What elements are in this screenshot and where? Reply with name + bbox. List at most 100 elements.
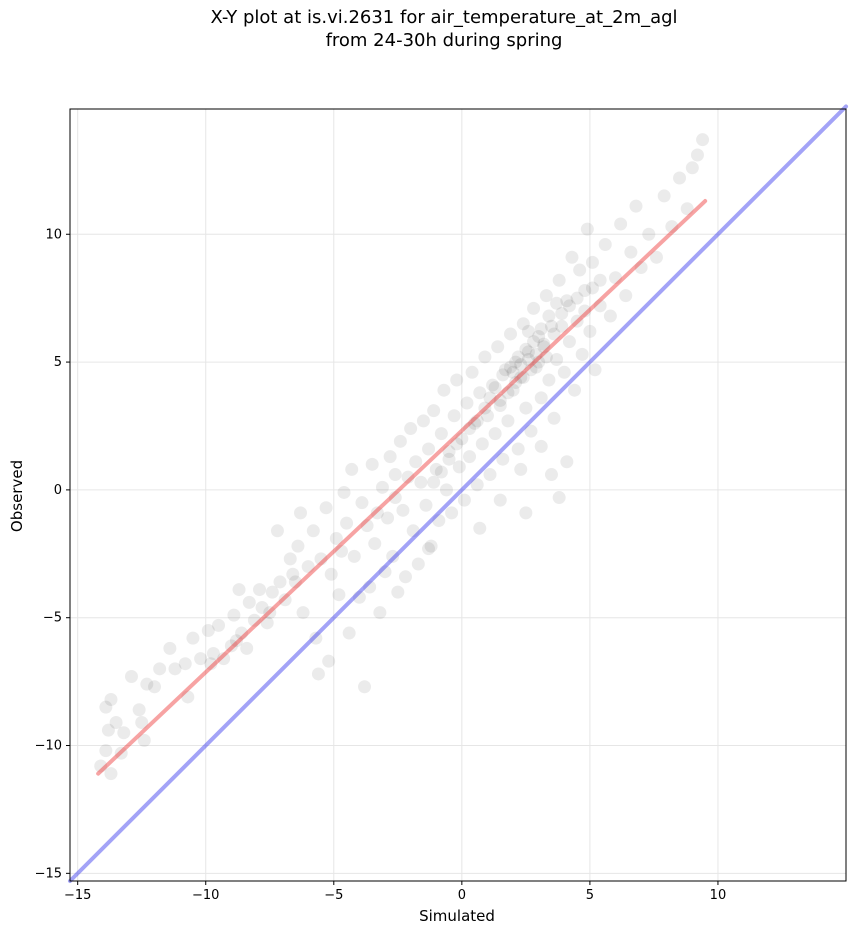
data-point xyxy=(673,171,687,185)
data-point xyxy=(550,296,564,310)
data-point xyxy=(432,514,446,528)
data-point xyxy=(273,575,287,589)
data-point xyxy=(309,631,323,645)
data-point xyxy=(486,378,500,392)
data-point xyxy=(329,531,343,545)
x-tick-label: −5 xyxy=(324,888,343,903)
y-tick-label: 0 xyxy=(54,483,62,498)
data-point xyxy=(424,539,438,553)
data-point xyxy=(439,483,453,497)
data-point xyxy=(488,381,502,395)
data-point xyxy=(532,355,546,369)
data-point xyxy=(511,442,525,456)
data-point xyxy=(624,245,638,259)
data-point xyxy=(539,289,553,303)
data-point xyxy=(442,452,456,466)
data-point xyxy=(306,524,320,538)
data-point xyxy=(509,376,523,390)
data-point xyxy=(588,363,602,377)
data-point xyxy=(521,345,535,359)
data-point xyxy=(286,567,300,581)
data-point xyxy=(555,319,569,333)
data-point xyxy=(468,416,482,430)
chart-title: X-Y plot at is.vi.2631 for air_temperatu… xyxy=(0,6,854,52)
data-point xyxy=(537,340,551,354)
data-point xyxy=(634,260,648,274)
data-point xyxy=(506,383,520,397)
data-point xyxy=(521,353,535,367)
data-point xyxy=(491,340,505,354)
data-point xyxy=(227,608,241,622)
data-point xyxy=(437,383,451,397)
data-point xyxy=(168,662,182,676)
data-point xyxy=(337,485,351,499)
data-point xyxy=(235,626,249,640)
data-point xyxy=(388,468,402,482)
data-point xyxy=(575,347,589,361)
data-point xyxy=(573,263,587,277)
x-tick-label: −10 xyxy=(192,888,219,903)
grid-lines xyxy=(70,109,846,881)
data-point xyxy=(562,299,576,313)
data-point xyxy=(544,319,558,333)
data-point xyxy=(457,493,471,507)
x-tick-label: 0 xyxy=(458,888,466,903)
data-point xyxy=(104,693,118,707)
data-point xyxy=(511,350,525,364)
data-point xyxy=(178,657,192,671)
data-point xyxy=(416,414,430,428)
data-point xyxy=(473,521,487,535)
data-point xyxy=(544,468,558,482)
data-point xyxy=(519,506,533,520)
data-point xyxy=(109,716,123,730)
data-point xyxy=(580,222,594,236)
data-point xyxy=(263,606,277,620)
data-point xyxy=(319,501,333,515)
data-point xyxy=(450,373,464,387)
data-point xyxy=(253,583,267,597)
data-point xyxy=(578,283,592,297)
data-point xyxy=(480,409,494,423)
data-point xyxy=(570,314,584,328)
data-point xyxy=(478,350,492,364)
data-point xyxy=(542,309,556,323)
data-point xyxy=(557,365,571,379)
data-point xyxy=(340,516,354,530)
data-point xyxy=(114,746,128,760)
data-point xyxy=(470,478,484,492)
data-point xyxy=(547,411,561,425)
data-point xyxy=(460,396,474,410)
fit-lines xyxy=(68,104,848,883)
data-point xyxy=(524,363,538,377)
data-point xyxy=(260,616,274,630)
data-point xyxy=(247,613,261,627)
data-point xyxy=(393,434,407,448)
data-point xyxy=(370,506,384,520)
data-point xyxy=(534,322,548,336)
y-tick-label: 5 xyxy=(54,355,62,370)
data-point xyxy=(521,324,535,338)
regression-line xyxy=(96,199,708,776)
x-tick-label: 5 xyxy=(586,888,594,903)
data-point xyxy=(493,393,507,407)
data-point xyxy=(334,544,348,558)
data-point xyxy=(539,350,553,364)
data-point xyxy=(217,652,231,666)
data-point xyxy=(478,401,492,415)
data-point xyxy=(552,273,566,287)
data-point xyxy=(560,294,574,308)
data-point xyxy=(493,399,507,413)
data-point xyxy=(619,289,633,303)
data-point xyxy=(429,462,443,476)
y-tick-label: −10 xyxy=(35,739,62,754)
data-point xyxy=(255,600,269,614)
data-point xyxy=(455,432,469,446)
data-point xyxy=(401,470,415,484)
data-point xyxy=(360,519,374,533)
data-point xyxy=(496,452,510,466)
data-point xyxy=(452,460,466,474)
data-point xyxy=(314,552,328,566)
data-point xyxy=(332,588,346,602)
data-point xyxy=(649,250,663,264)
